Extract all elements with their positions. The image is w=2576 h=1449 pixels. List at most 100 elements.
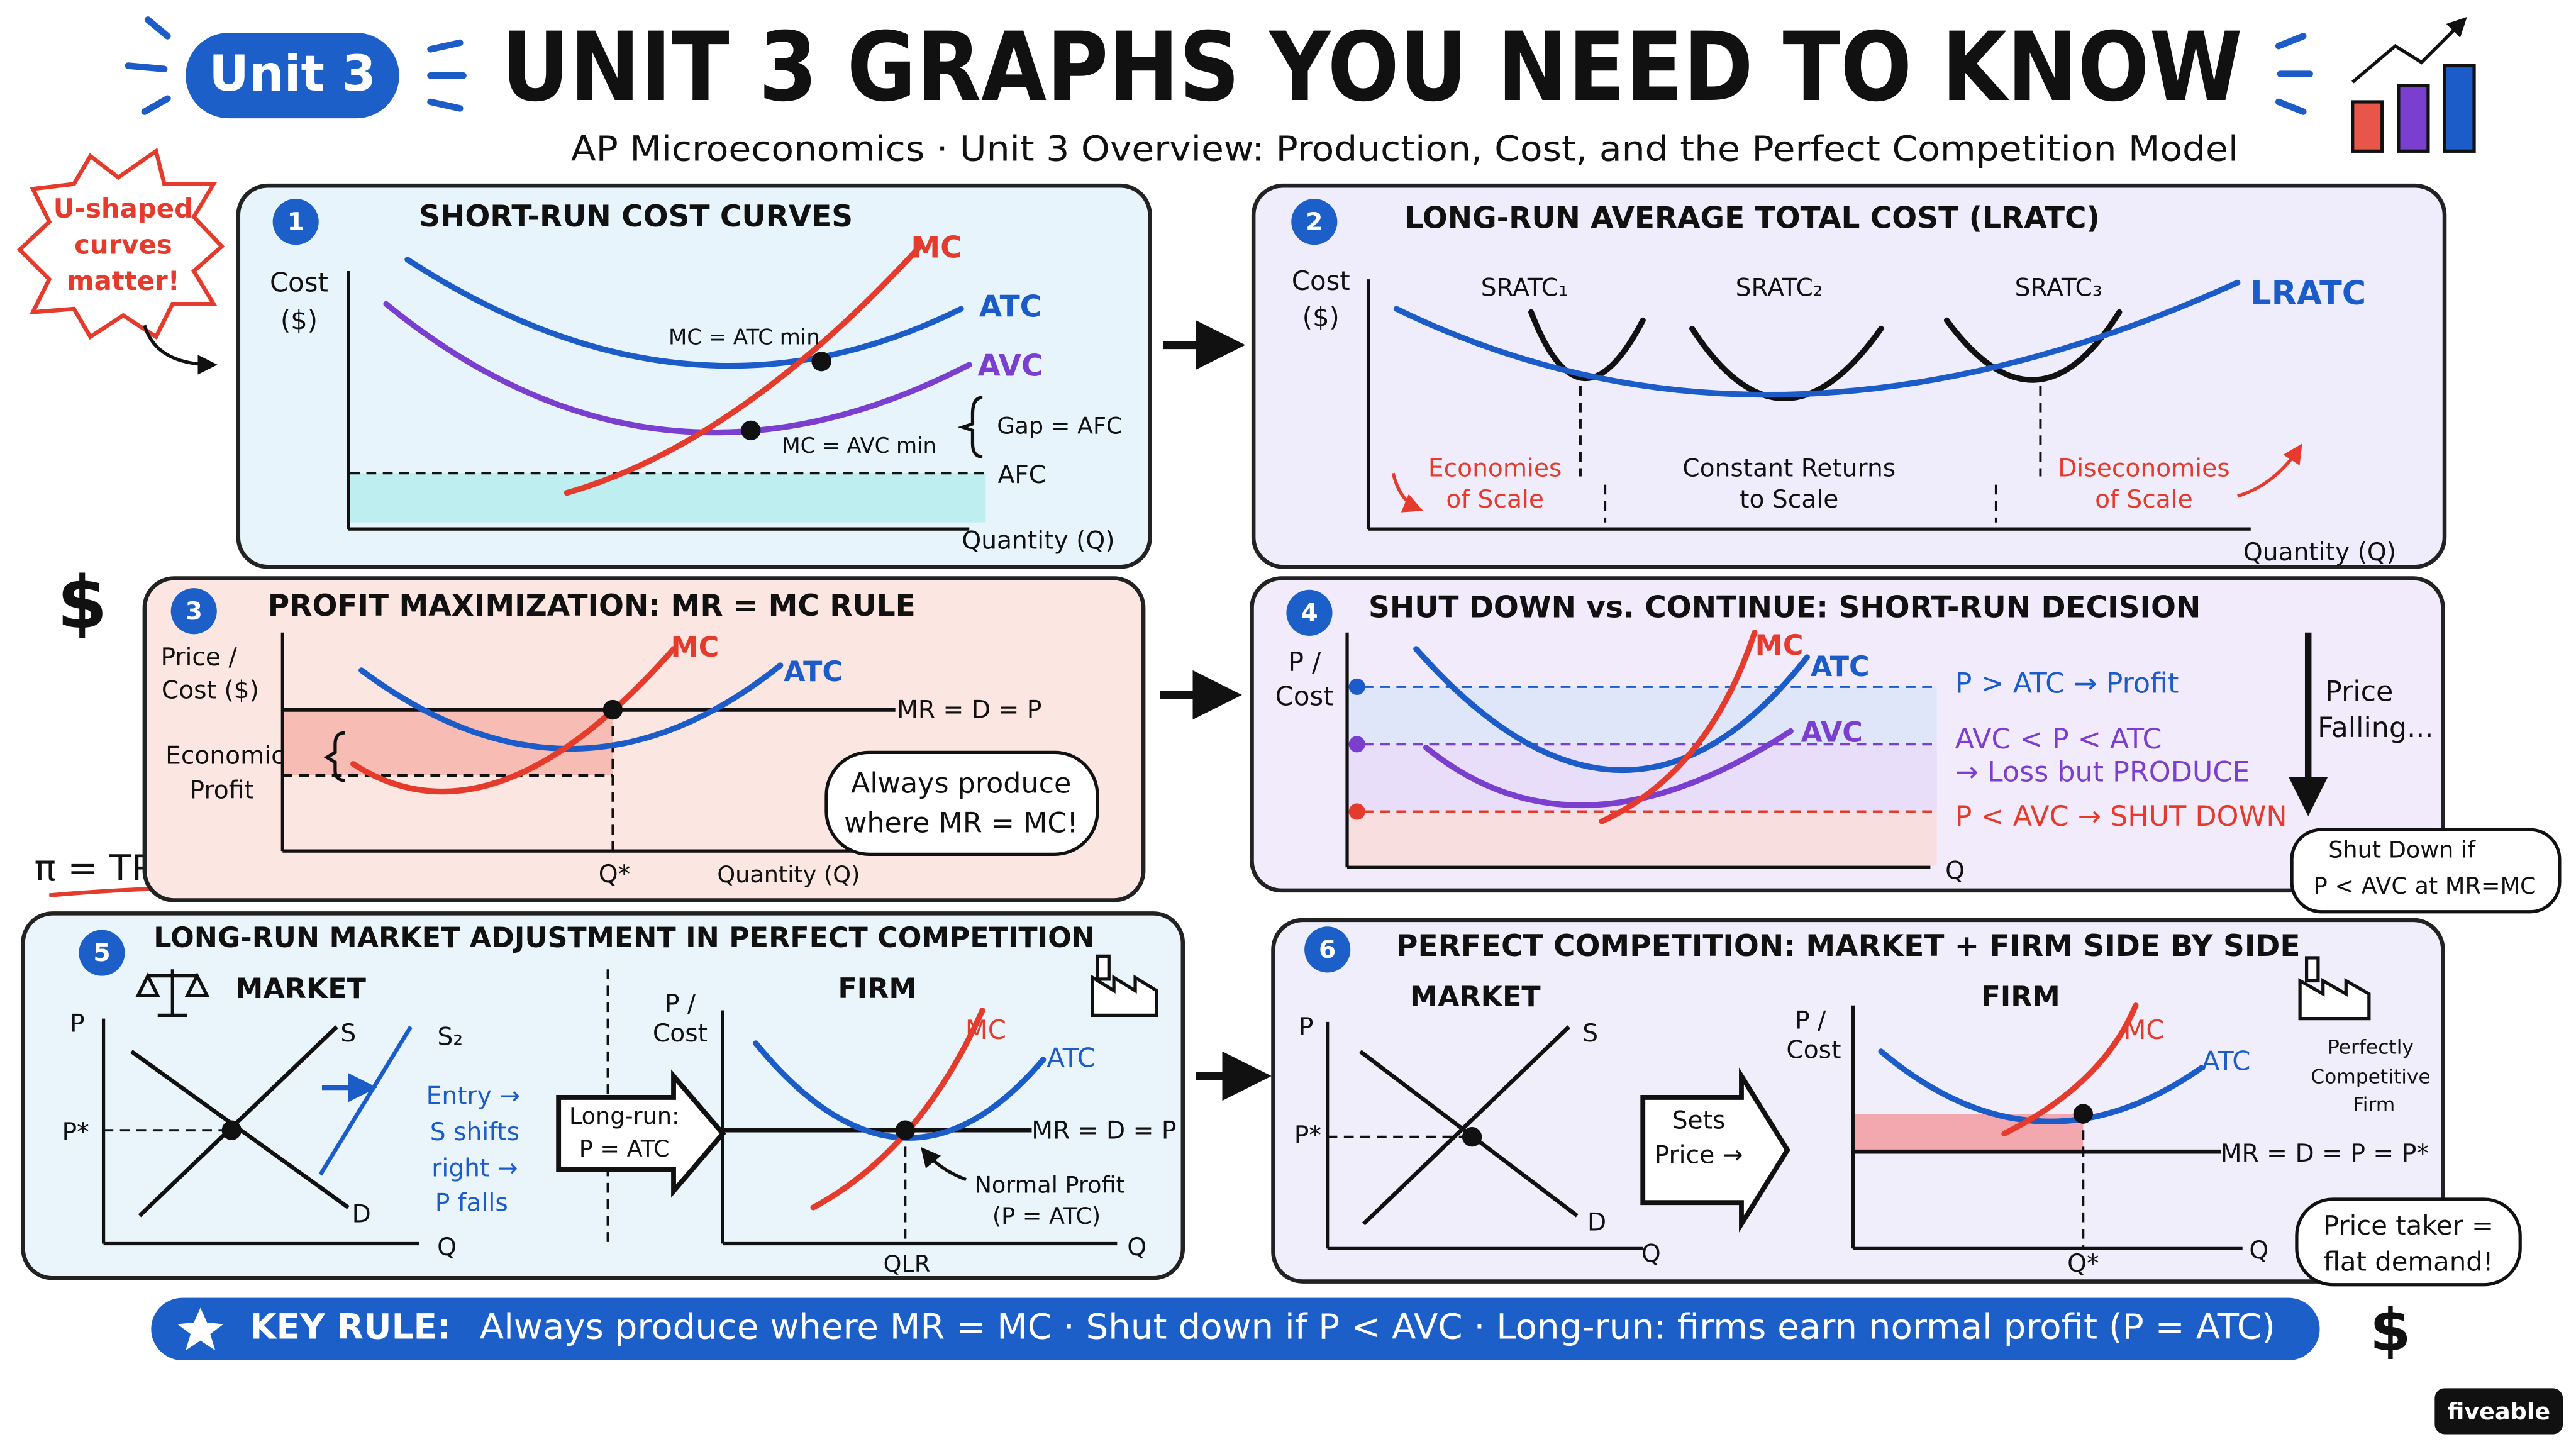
curve-label: ATC — [979, 290, 1041, 325]
number-badge — [79, 930, 125, 976]
avc-curve — [1423, 728, 1794, 808]
y-axis-label: Cost — [1786, 1036, 1841, 1064]
dollar-icon: $ — [57, 561, 108, 645]
y-axis-label: Cost — [653, 1019, 708, 1048]
callout-text: Always produce — [851, 768, 1071, 800]
x-axis-label: Q — [1127, 1233, 1146, 1262]
x-axis-label: Q — [1641, 1240, 1661, 1268]
number-badge — [1286, 589, 1333, 636]
atc-curve — [1878, 1048, 2204, 1124]
x-axis-label: Q — [1945, 857, 1965, 886]
quantity-label: Q* — [599, 860, 630, 889]
region-label: of Scale — [1446, 486, 1544, 514]
axes — [1345, 632, 1931, 869]
curve-label: SRATC₃ — [2015, 274, 2102, 302]
y-axis-label: Cost — [1292, 265, 1350, 296]
y-axis-label: Cost — [270, 267, 328, 297]
brand: fiveable — [2447, 1398, 2550, 1425]
point — [811, 352, 831, 372]
brace — [957, 396, 983, 458]
point — [1348, 803, 1365, 820]
firm-note: (P = ATC) — [992, 1202, 1101, 1230]
market-note: P falls — [435, 1189, 508, 1217]
rule: P > ATC → Profit — [1955, 667, 2179, 699]
curve-label: MC — [2123, 1014, 2164, 1045]
header-decor — [2275, 33, 2307, 50]
factory-icon — [1096, 954, 1111, 981]
callout-text: Shut Down if — [2328, 836, 2476, 863]
annotation: MC = ATC min — [669, 325, 820, 350]
atc-curve — [1413, 646, 1811, 774]
region-dividers — [1579, 386, 2042, 523]
panel-title: LONG-RUN MARKET ADJUSTMENT IN PERFECT CO… — [153, 922, 1095, 954]
atc-curve — [404, 257, 964, 369]
curve-label: AVC — [1801, 717, 1863, 749]
factory-icon — [1091, 954, 1158, 1017]
curve-label: D — [1587, 1209, 1606, 1237]
transition-text: Sets — [1672, 1107, 1726, 1135]
curve-label: MR = D = P — [897, 696, 1041, 724]
badge-text: Unit 3 — [209, 45, 376, 103]
curve-label: AVC — [977, 349, 1043, 384]
axes — [1851, 1005, 2243, 1250]
curve-label: SRATC₁ — [1481, 274, 1568, 302]
header-decor — [141, 95, 171, 115]
point — [2073, 1104, 2093, 1124]
header-decor — [2275, 98, 2307, 115]
transition-text: P = ATC — [579, 1135, 670, 1162]
panel-number: 2 — [1306, 208, 1323, 236]
key-rule-text: Always produce where MR = MC · Shut down… — [480, 1306, 2275, 1346]
x-axis-label: Quantity (Q) — [962, 527, 1114, 555]
market-note: S shifts — [430, 1118, 519, 1146]
x-axis-label: Q — [437, 1233, 457, 1262]
curve-label: S — [340, 1019, 356, 1048]
unit-badge — [186, 33, 399, 119]
annotation: Profit — [190, 777, 254, 805]
curve-label: MC — [965, 1014, 1006, 1045]
factory-icon — [2304, 956, 2320, 983]
market-note: right → — [431, 1154, 518, 1182]
price-label: P* — [1294, 1121, 1321, 1150]
panel-title: SHORT-RUN COST CURVES — [419, 199, 853, 234]
x-axis-label: Quantity (Q) — [717, 861, 860, 888]
panel — [236, 183, 1152, 569]
side-label: Falling... — [2318, 712, 2433, 744]
header-decor — [427, 39, 464, 53]
annotation: Economic — [165, 742, 285, 770]
scale-icon — [135, 969, 210, 1017]
factory-icon — [1091, 974, 1158, 1017]
transition-text: Long-run: — [569, 1102, 679, 1130]
axes — [280, 632, 896, 853]
y-axis-label: P — [70, 1010, 85, 1038]
curve-label: MC — [1755, 630, 1804, 662]
section-label: MARKET — [1410, 981, 1541, 1013]
side-note: curves — [74, 229, 172, 260]
section-label: FIRM — [838, 973, 916, 1005]
callout-text: P < AVC at MR=MC — [2314, 872, 2536, 899]
curve-label: MC — [671, 631, 719, 663]
curve-label: ATC — [1046, 1042, 1096, 1073]
region-label: to Scale — [1740, 486, 1838, 514]
axes — [721, 1010, 1118, 1246]
callout-text: flat demand! — [2324, 1246, 2494, 1277]
y-axis-label: Cost ($) — [162, 676, 259, 704]
axes — [1326, 1021, 1643, 1250]
panel-title: PERFECT COMPETITION: MARKET + FIRM SIDE … — [1396, 929, 2301, 963]
supply-line — [1362, 1025, 1570, 1226]
header-decor — [125, 62, 168, 72]
dollar-icon: $ — [2370, 1296, 2411, 1365]
panel-number: 4 — [1301, 599, 1318, 627]
flow-arrows — [1160, 320, 1272, 1101]
y-axis-label: P / — [1795, 1006, 1826, 1035]
region-label: Diseconomies — [2058, 455, 2229, 483]
mc-curve — [350, 646, 677, 795]
mc-curve — [2001, 1002, 2139, 1137]
scale-icon — [135, 972, 210, 1017]
icon-note: Competitive — [2311, 1066, 2431, 1089]
curve-label: ATC — [784, 656, 843, 688]
firm-note: Normal Profit — [975, 1172, 1125, 1199]
header-decor — [125, 16, 2314, 115]
note-arrow — [921, 1146, 967, 1182]
section-label: FIRM — [1981, 981, 2060, 1013]
rule: P < AVC → SHUT DOWN — [1955, 801, 2287, 833]
